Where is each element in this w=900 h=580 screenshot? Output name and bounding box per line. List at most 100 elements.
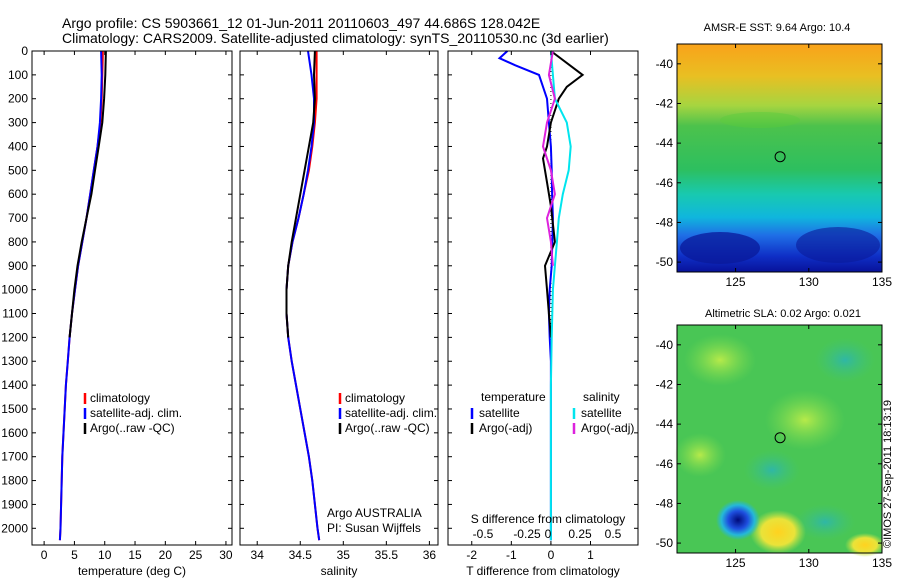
series-line-argo-raw-qc--2 — [285, 50, 316, 338]
map-y-tick-label: -46 — [656, 457, 674, 471]
sst-map: AMSR-E SST: 9.64 Argo: 10.4 125 130 135 -40… — [656, 22, 893, 289]
y-tick-label: 1000 — [1, 283, 28, 297]
sla-high-patch — [750, 510, 806, 554]
map-y-tick-label: -50 — [656, 536, 674, 550]
sla-patch-3 — [674, 433, 726, 477]
map-y-tick-label: -48 — [656, 496, 674, 510]
x-tick-label: 30 — [219, 548, 233, 562]
x-tick-label: 0 — [548, 548, 555, 562]
legend-label: Argo(..raw -QC) — [345, 421, 430, 435]
x-tick-label: -2 — [466, 548, 477, 562]
y-tick-label: 1900 — [1, 497, 28, 511]
y-tick-label: 100 — [8, 68, 28, 82]
sla-map-frame — [676, 324, 883, 554]
sla-low-eddy — [716, 500, 760, 540]
x-axis-label: temperature (deg C) — [78, 564, 186, 578]
y-tick-label: 200 — [8, 92, 28, 106]
x-tick-label: 34.5 — [289, 548, 313, 562]
sla-patch-2 — [765, 390, 845, 450]
series-line-satellite-2 — [549, 50, 572, 541]
map-x-tick-label: 125 — [726, 556, 746, 570]
y-tick-label: 400 — [8, 139, 28, 153]
panel-annotation: PI: Susan Wijffels — [327, 521, 421, 535]
sla-high-patch-2 — [845, 533, 885, 557]
map-x-tick-label: 135 — [872, 275, 892, 289]
y-tick-label: 1700 — [1, 450, 28, 464]
x-tick-label: 0 — [41, 548, 48, 562]
y-tick-label: 1100 — [2, 307, 28, 321]
map-y-tick-label: -40 — [656, 57, 674, 71]
series-line-satellite-adj-clim--1 — [58, 50, 103, 541]
y-tick-label: 1300 — [1, 354, 28, 368]
sla-patch-5 — [744, 450, 800, 490]
y-tick-label: 1400 — [1, 378, 28, 392]
legend-label: Argo(..raw -QC) — [90, 421, 175, 435]
x-tick-label: 25 — [189, 548, 203, 562]
map-y-tick-label: -48 — [656, 215, 674, 229]
plot-frame — [447, 50, 639, 546]
sla-map-axes: 125 130 135 -40 -42 -44 -46 -48 -50 — [656, 325, 892, 570]
legend-label: satellite-adj. clim. — [90, 406, 182, 420]
x-tick-label: 5 — [71, 548, 78, 562]
map-y-tick-label: -40 — [656, 338, 674, 352]
sla-map-title: Altimetric SLA: 0.02 Argo: 0.021 — [705, 308, 861, 320]
map-y-tick-label: -42 — [656, 377, 674, 391]
legend-title-temperature: temperature — [481, 390, 546, 404]
y-tick-label: 1200 — [1, 330, 28, 344]
y-tick-label: 900 — [8, 259, 28, 273]
map-y-tick-label: -42 — [656, 96, 674, 110]
x-axis-label: T difference from climatology — [466, 564, 620, 578]
y-tick-label: 600 — [8, 187, 28, 201]
series-line-climatology-0 — [58, 50, 104, 541]
legend-label: climatology — [345, 391, 405, 405]
map-y-tick-label: -50 — [656, 255, 674, 269]
sst-map-axes: 125 130 135 -40 -42 -44 -46 -48 -50 — [656, 44, 892, 289]
x-tick-label: -1 — [506, 548, 517, 562]
y-tick-label: 2000 — [1, 521, 28, 535]
series-line-satellite-adj-clim--1 — [285, 50, 321, 541]
sla-argo-location-marker — [774, 432, 786, 444]
series-line-argo-raw-qc--2 — [68, 50, 107, 338]
x-axis-label: salinity — [321, 564, 358, 578]
legend-label: satellite — [581, 406, 622, 420]
s-tick-label: 0 — [545, 527, 552, 541]
y-tick-label: 800 — [8, 235, 28, 249]
sst-cold-patch-west — [680, 232, 760, 264]
sla-patch-1 — [684, 334, 756, 386]
s-tick-label: -0.25 — [513, 527, 541, 541]
s-tick-label: 0.5 — [605, 527, 622, 541]
plot-frame — [31, 50, 233, 546]
panel-annotation: Argo AUSTRALIA — [327, 506, 422, 520]
salinity-panel: 34 34.5 35 35.5 36 salinity climatologysatelli… — [239, 50, 439, 578]
y-tick-label: 1600 — [1, 426, 28, 440]
map-x-tick-label: 125 — [726, 275, 746, 289]
y-tick-label: 0 — [21, 44, 28, 58]
x-tick-label: 20 — [159, 548, 173, 562]
header-line-2: Climatology: CARS2009. Satellite-adjuste… — [62, 30, 609, 46]
x-tick-label: 35.5 — [375, 548, 399, 562]
series-line-satellite-0 — [497, 50, 554, 541]
sla-patch-6 — [795, 504, 855, 540]
map-y-tick-label: -44 — [656, 417, 674, 431]
x-tick-label: 36 — [423, 548, 437, 562]
sst-front-patch — [720, 112, 800, 128]
sst-map-frame — [676, 43, 883, 273]
y-tick-label: 700 — [8, 211, 28, 225]
sst-cold-patch-east — [796, 227, 880, 263]
s-tick-label: -0.5 — [473, 527, 494, 541]
legend-label: Argo(-adj) — [581, 421, 634, 435]
x-tick-label: 35 — [337, 548, 351, 562]
legend-title-salinity: salinity — [583, 390, 620, 404]
y-tick-label: 500 — [8, 163, 28, 177]
y-tick-label: 1800 — [1, 474, 28, 488]
series-line-argo-adj--1 — [541, 50, 585, 338]
header-line-1: Argo profile: CS 5903661_12 01-Jun-2011 … — [62, 15, 540, 31]
sla-map: Altimetric SLA: 0.02 Argo: 0.021 125 130 1… — [656, 308, 893, 570]
x-tick-label: 10 — [98, 548, 112, 562]
x-tick-label: 15 — [128, 548, 142, 562]
plot-frame — [239, 50, 439, 546]
footer-stamp: ©IMOS 27-Sep-2011 18:13:19 — [882, 400, 894, 548]
s-difference-axis-label: S difference from climatology — [471, 512, 626, 526]
y-tick-label: 300 — [8, 116, 28, 130]
legend-label: climatology — [90, 391, 150, 405]
